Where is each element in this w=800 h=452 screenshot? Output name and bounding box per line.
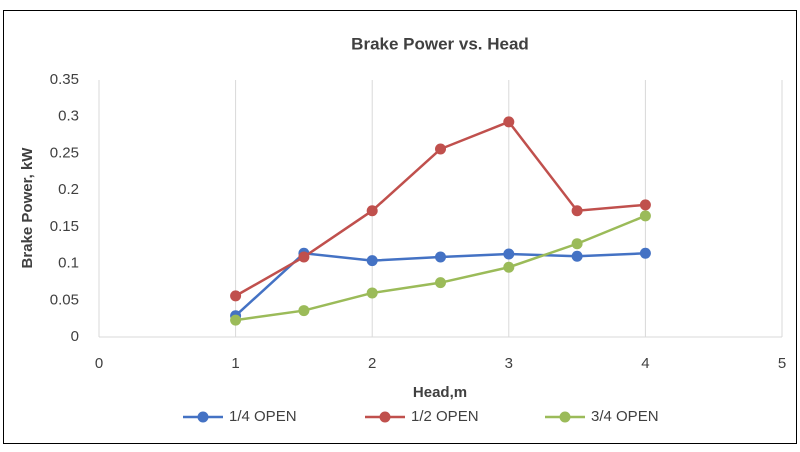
data-point [503, 248, 515, 260]
data-point [435, 143, 446, 155]
data-point [639, 247, 651, 259]
data-point [435, 251, 446, 263]
data-point [571, 238, 583, 250]
data-point [298, 305, 310, 317]
y-tick-label: 0.35 [50, 71, 79, 88]
data-point [639, 199, 651, 211]
x-tick-label: 4 [641, 355, 649, 372]
legend-marker [379, 411, 391, 423]
x-tick-label: 0 [95, 355, 103, 372]
chart-frame [3, 10, 797, 444]
legend-marker [559, 411, 571, 423]
data-point [366, 255, 378, 267]
data-point [571, 250, 583, 262]
y-tick-label: 0.1 [58, 255, 79, 272]
data-point [571, 205, 583, 217]
data-point [503, 116, 515, 128]
data-point [639, 210, 651, 222]
legend-label: 3/4 OPEN [591, 408, 659, 425]
data-point [435, 277, 446, 289]
chart-title: Brake Power vs. Head [351, 34, 529, 53]
data-point [298, 251, 310, 263]
x-tick-label: 3 [505, 355, 513, 372]
y-tick-label: 0.25 [50, 144, 79, 161]
x-axis-label: Head,m [413, 384, 467, 401]
x-tick-label: 2 [368, 355, 376, 372]
legend-label: 1/4 OPEN [229, 408, 297, 425]
x-tick-label: 5 [778, 355, 786, 372]
y-tick-label: 0.15 [50, 218, 79, 235]
data-point [230, 290, 242, 302]
y-tick-label: 0 [71, 328, 79, 345]
data-point [366, 287, 378, 299]
legend-label: 1/2 OPEN [411, 408, 479, 425]
data-point [366, 205, 378, 217]
x-tick-label: 1 [231, 355, 239, 372]
y-axis-label: Brake Power, kW [19, 147, 36, 269]
y-tick-label: 0.2 [58, 181, 79, 198]
legend-marker [197, 411, 209, 423]
data-point [230, 314, 242, 326]
data-point [503, 261, 515, 273]
y-tick-label: 0.05 [50, 291, 79, 308]
y-tick-label: 0.3 [58, 108, 79, 125]
